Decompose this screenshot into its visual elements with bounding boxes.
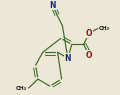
Text: CH₃: CH₃	[99, 26, 110, 31]
Text: N: N	[50, 1, 56, 10]
Text: N: N	[65, 54, 71, 63]
Text: O: O	[86, 29, 92, 38]
Text: O: O	[86, 51, 92, 60]
Text: CH₃: CH₃	[16, 86, 27, 91]
